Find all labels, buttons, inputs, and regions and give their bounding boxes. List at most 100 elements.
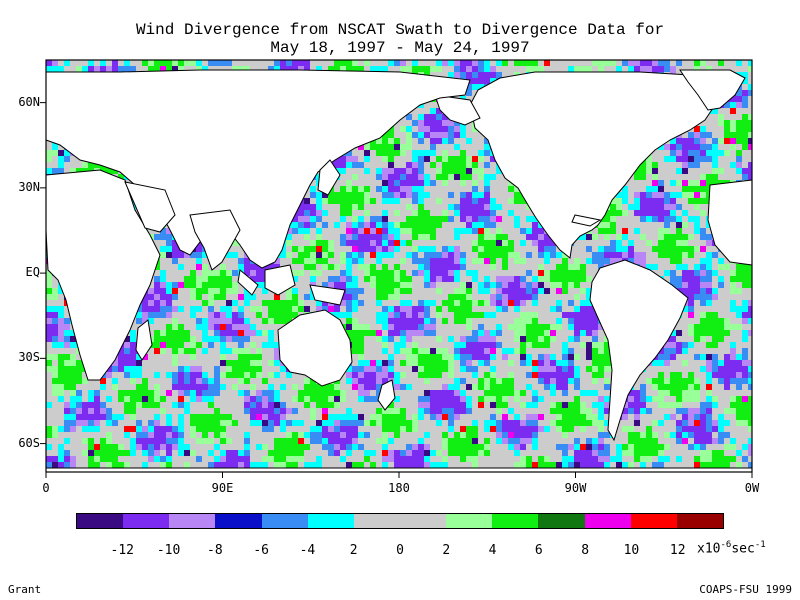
field-cell <box>58 144 64 150</box>
field-cell <box>382 300 388 306</box>
field-cell <box>646 162 652 168</box>
field-cell <box>694 168 700 174</box>
field-cell <box>202 288 208 294</box>
field-cell <box>460 72 466 78</box>
field-cell <box>394 186 400 192</box>
field-cell <box>70 66 76 72</box>
field-cell <box>448 132 454 138</box>
field-cell <box>538 288 544 294</box>
field-cell <box>46 60 52 66</box>
field-cell <box>466 234 472 240</box>
field-cell <box>478 162 484 168</box>
field-cell <box>688 246 694 252</box>
field-cell <box>178 276 184 282</box>
field-cell <box>568 282 574 288</box>
field-cell <box>250 66 256 72</box>
field-cell <box>364 198 370 204</box>
field-cell <box>58 300 64 306</box>
field-cell <box>412 288 418 294</box>
field-cell <box>352 246 358 252</box>
field-cell <box>610 240 616 246</box>
field-cell <box>400 192 406 198</box>
field-cell <box>268 264 274 270</box>
field-cell <box>442 222 448 228</box>
field-cell <box>46 156 52 162</box>
field-cell <box>406 264 412 270</box>
field-cell <box>418 288 424 294</box>
field-cell <box>736 144 742 150</box>
field-cell <box>682 234 688 240</box>
field-cell <box>658 66 664 72</box>
field-cell <box>358 282 364 288</box>
field-cell <box>454 132 460 138</box>
field-cell <box>220 276 226 282</box>
field-cell <box>736 276 742 282</box>
field-cell <box>682 144 688 150</box>
field-cell <box>670 144 676 150</box>
field-cell <box>424 300 430 306</box>
field-cell <box>334 180 340 186</box>
field-cell <box>496 300 502 306</box>
field-cell <box>376 60 382 66</box>
field-cell <box>430 204 436 210</box>
field-cell <box>178 252 184 258</box>
field-cell <box>664 66 670 72</box>
field-cell <box>52 294 58 300</box>
field-cell <box>136 306 142 312</box>
field-cell <box>172 294 178 300</box>
field-cell <box>700 66 706 72</box>
field-cell <box>472 144 478 150</box>
field-cell <box>364 234 370 240</box>
field-cell <box>160 312 166 318</box>
field-cell <box>382 132 388 138</box>
field-cell <box>274 264 280 270</box>
field-cell <box>436 282 442 288</box>
field-cell <box>166 258 172 264</box>
field-cell <box>682 150 688 156</box>
field-cell <box>418 156 424 162</box>
field-cell <box>316 306 322 312</box>
field-cell <box>418 228 424 234</box>
field-cell <box>442 192 448 198</box>
field-cell <box>274 294 280 300</box>
field-cell <box>502 240 508 246</box>
field-cell <box>148 66 154 72</box>
field-cell <box>706 126 712 132</box>
field-cell <box>412 60 418 66</box>
field-cell <box>520 252 526 258</box>
field-cell <box>418 204 424 210</box>
field-cell <box>718 168 724 174</box>
field-cell <box>340 300 346 306</box>
field-cell <box>106 60 112 66</box>
field-cell <box>532 228 538 234</box>
field-cell <box>514 186 520 192</box>
field-cell <box>574 258 580 264</box>
field-cell <box>646 246 652 252</box>
field-cell <box>664 144 670 150</box>
field-cell <box>166 270 172 276</box>
field-cell <box>46 282 52 288</box>
field-cell <box>430 180 436 186</box>
field-cell <box>550 288 556 294</box>
field-cell <box>526 60 532 66</box>
field-cell <box>418 252 424 258</box>
field-cell <box>364 162 370 168</box>
field-cell <box>160 294 166 300</box>
field-cell <box>184 276 190 282</box>
field-cell <box>730 96 736 102</box>
field-cell <box>472 168 478 174</box>
field-cell <box>652 60 658 66</box>
field-cell <box>694 186 700 192</box>
field-cell <box>346 198 352 204</box>
field-cell <box>478 84 484 90</box>
field-cell <box>520 66 526 72</box>
field-cell <box>580 288 586 294</box>
field-cell <box>700 210 706 216</box>
field-cell <box>406 216 412 222</box>
field-cell <box>100 66 106 72</box>
field-cell <box>640 234 646 240</box>
field-cell <box>328 60 334 66</box>
field-cell <box>448 180 454 186</box>
field-cell <box>178 294 184 300</box>
field-cell <box>172 252 178 258</box>
